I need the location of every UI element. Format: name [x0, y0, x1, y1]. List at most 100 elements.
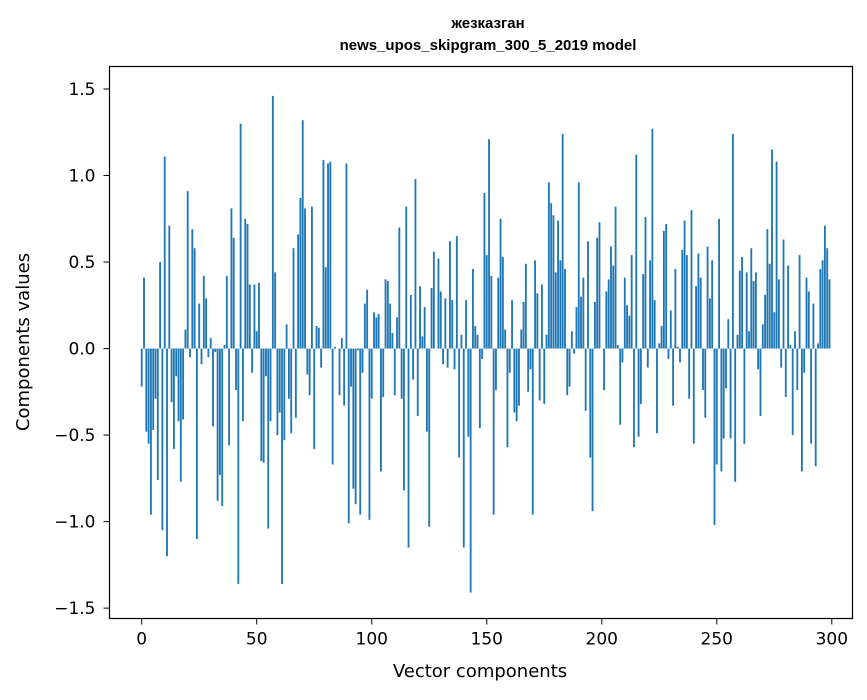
bar-148 [481, 349, 483, 359]
bar-250 [716, 349, 718, 465]
bar-40 [233, 238, 235, 349]
bar-254 [725, 349, 727, 389]
bar-134 [449, 241, 451, 348]
bar-34 [219, 349, 221, 475]
bar-57 [272, 96, 274, 349]
bar-58 [274, 272, 276, 348]
bar-21 [189, 349, 191, 358]
bar-185 [566, 349, 568, 396]
bar-173 [539, 349, 541, 401]
bar-114 [403, 349, 405, 491]
bar-152 [490, 276, 492, 349]
bar-253 [723, 349, 725, 439]
bar-11 [166, 349, 168, 557]
y-axis-label: Components values [13, 253, 34, 431]
bar-273 [769, 264, 771, 349]
bar-10 [164, 156, 166, 348]
bar-183 [562, 134, 564, 349]
bar-69 [300, 198, 302, 349]
bar-199 [599, 222, 601, 348]
bar-82 [329, 162, 331, 349]
bar-8 [159, 262, 161, 349]
bar-189 [576, 307, 578, 349]
bar-139 [461, 335, 463, 349]
bar-263 [746, 272, 748, 348]
bar-192 [582, 278, 584, 349]
bar-294 [817, 343, 819, 348]
bars-group [141, 96, 831, 593]
bar-84 [334, 347, 336, 349]
bar-50 [256, 331, 258, 348]
bar-104 [380, 349, 382, 472]
bar-202 [605, 291, 607, 348]
bar-100 [371, 349, 373, 399]
bar-198 [596, 238, 598, 349]
bar-70 [302, 120, 304, 348]
bar-162 [513, 349, 515, 413]
bar-246 [707, 246, 709, 348]
bar-14 [173, 349, 175, 449]
bar-216 [638, 349, 640, 437]
bar-277 [778, 279, 780, 348]
bar-209 [622, 349, 624, 363]
bar-87 [341, 338, 343, 348]
y-tick-label-2: −0.5 [54, 426, 95, 446]
bar-267 [755, 272, 757, 348]
bar-29 [207, 349, 209, 358]
bar-144 [472, 269, 474, 349]
bar-15 [175, 349, 177, 377]
bar-181 [557, 221, 559, 349]
bar-79 [323, 160, 325, 349]
bar-165 [520, 330, 522, 349]
x-tick-label-300: 300 [816, 630, 848, 650]
bar-113 [401, 349, 403, 399]
bar-252 [720, 349, 722, 472]
bar-285 [796, 349, 798, 391]
bar-27 [203, 276, 205, 349]
bar-122 [421, 336, 423, 348]
plot-frame [110, 67, 853, 619]
bar-86 [339, 349, 341, 396]
bar-45 [244, 219, 246, 349]
bar-36 [224, 345, 226, 348]
bar-73 [309, 349, 311, 396]
bar-251 [718, 219, 720, 349]
bar-135 [451, 300, 453, 348]
bar-108 [389, 304, 391, 349]
bar-157 [502, 257, 504, 349]
bar-287 [801, 349, 803, 472]
bar-129 [438, 259, 440, 349]
bar-259 [737, 335, 739, 349]
bar-296 [822, 260, 824, 348]
bar-290 [808, 291, 810, 348]
bar-272 [766, 229, 768, 348]
bar-37 [226, 276, 228, 349]
bar-210 [624, 278, 626, 349]
bar-289 [806, 278, 808, 349]
bar-238 [688, 349, 690, 399]
bar-145 [474, 326, 476, 348]
bar-98 [366, 290, 368, 349]
bar-12 [168, 226, 170, 349]
bar-247 [709, 298, 711, 348]
y-tick-label-1: −1.0 [54, 513, 95, 533]
bar-256 [730, 349, 732, 439]
bar-282 [789, 345, 791, 348]
bar-138 [458, 349, 460, 458]
bar-32 [214, 349, 216, 352]
bar-164 [518, 349, 520, 406]
bar-65 [290, 349, 292, 434]
bar-178 [550, 203, 552, 348]
bar-237 [686, 255, 688, 348]
bar-136 [454, 349, 456, 370]
x-tick-label-200: 200 [586, 630, 618, 650]
bar-243 [700, 278, 702, 349]
bar-124 [426, 349, 428, 432]
bar-239 [691, 210, 693, 348]
bar-88 [343, 349, 345, 406]
bar-1 [143, 278, 145, 349]
bar-81 [327, 163, 329, 348]
bar-228 [665, 224, 667, 349]
bar-279 [783, 240, 785, 349]
